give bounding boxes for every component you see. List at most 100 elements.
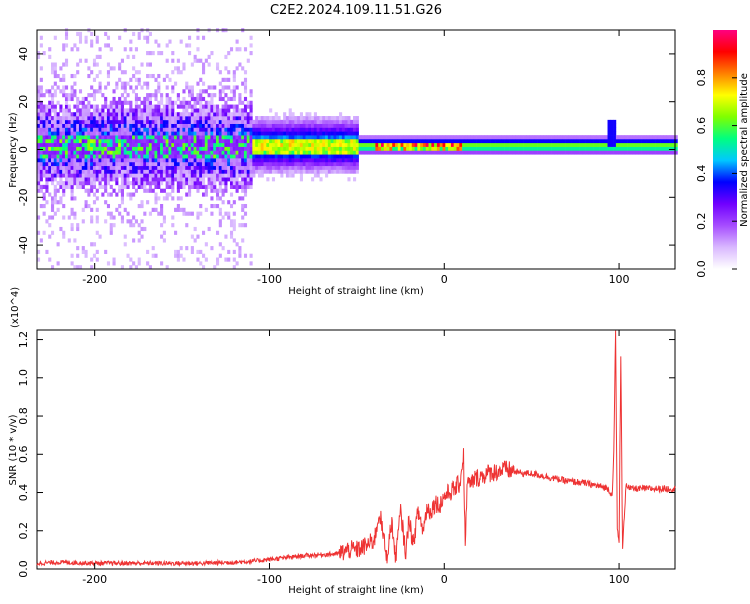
spectrogram-cell [565, 138, 569, 144]
spectrogram-cell [188, 93, 192, 98]
spectrogram-cell [37, 119, 41, 124]
spectrogram-cell [171, 142, 175, 147]
spectrogram-cell [476, 135, 480, 140]
spectrogram-cell [148, 184, 152, 189]
spectrogram-cell [403, 135, 407, 140]
spectrogram-cell [439, 142, 443, 147]
spectrogram-cell [470, 135, 474, 140]
spectrogram-cell [199, 58, 203, 63]
spectrogram-cell [252, 158, 256, 163]
spectrogram-cell [48, 150, 52, 155]
spectrogram-cell [151, 104, 155, 109]
spectrogram-cell [627, 138, 631, 144]
spectrogram-cell [257, 131, 262, 136]
spectrogram-cell [53, 158, 57, 163]
spectrogram-cell [297, 154, 301, 159]
spectrogram-cell [657, 135, 661, 140]
spectrogram-cell [196, 116, 200, 121]
spectrogram-cell [339, 127, 343, 132]
spectrogram-cell [185, 192, 189, 197]
spectrogram-cell [148, 146, 152, 151]
spectrogram-cell [213, 184, 217, 189]
spectrogram-cell [316, 173, 320, 178]
spectrogram-cell [546, 146, 550, 151]
spectrogram-cell [207, 154, 211, 159]
spectrogram-cell [95, 177, 99, 182]
spectrogram-cell [266, 127, 270, 132]
spectrogram-cell [551, 138, 555, 144]
spectrogram-cell [48, 257, 52, 262]
spectrogram-cell [59, 196, 63, 201]
spectrogram-cell [218, 177, 222, 182]
spectrogram-cell [39, 123, 43, 128]
spectrogram-cell [422, 142, 427, 147]
spectrogram-cell [137, 77, 141, 82]
spectrogram-cell [151, 131, 155, 136]
spectrogram-cell [246, 127, 250, 132]
spectrogram-cell [291, 142, 295, 147]
spectrogram-cell [599, 150, 603, 155]
spectrogram-cell [90, 123, 94, 128]
spectrogram-cell [313, 138, 317, 144]
spectrogram-cell [235, 184, 239, 189]
spectrogram-cell [137, 138, 141, 144]
snr-ytick-label: 0.4 [17, 484, 30, 502]
spectrogram-cell [168, 161, 172, 167]
spectrogram-cell [104, 169, 108, 174]
spectrogram-cell [39, 203, 43, 209]
spectrogram-cell [353, 165, 357, 170]
spectrogram-cell [134, 70, 138, 75]
spectrogram-cell [319, 123, 323, 128]
spectrogram-cell [109, 108, 113, 113]
spectrogram-cell [53, 93, 57, 98]
spectrogram-cell [182, 146, 186, 151]
spectrogram-cell [134, 146, 138, 151]
spectrogram-cell [400, 150, 404, 155]
spectrogram-cell [341, 123, 345, 128]
spectrogram-cell [81, 150, 85, 155]
spectrogram-cell [129, 135, 133, 140]
spectrogram-cell [498, 138, 502, 144]
spectrogram-cell [202, 265, 206, 270]
spectrogram-cell [302, 135, 306, 140]
spectrogram-cell [134, 161, 138, 167]
spectrogram-cell [50, 127, 55, 132]
spectrogram-cell [215, 230, 220, 235]
spectrogram-cell [115, 123, 119, 128]
spectrogram-cell [90, 177, 94, 182]
spectrogram-cell [316, 169, 320, 174]
spectrogram-cell [224, 177, 228, 182]
spectrogram-cell [87, 138, 91, 144]
spectrogram-cell [288, 154, 292, 159]
spectrogram-cell [48, 192, 52, 197]
spectrogram-cell [87, 119, 91, 124]
spectrogram-cell [92, 89, 97, 94]
spectrogram-cell [84, 138, 88, 144]
spectrogram-cell [288, 131, 292, 136]
spectrogram-cell [274, 112, 278, 117]
spectrogram-cell [464, 150, 468, 155]
spectrogram-cell [104, 104, 108, 109]
spectrogram-cell [140, 169, 144, 174]
spectrogram-cell [467, 142, 471, 147]
spectrogram-cell [174, 230, 178, 235]
spectrogram-cell [104, 200, 108, 205]
spectrogram-cell [204, 150, 208, 155]
spectrogram-cell [193, 96, 197, 102]
spectrogram-cell [112, 100, 116, 105]
spectrogram-cell [115, 207, 119, 212]
spectrogram-cell [243, 184, 248, 189]
spectrogram-cell [196, 131, 200, 136]
spectrogram-cell [202, 96, 206, 102]
spectrogram-cell [193, 238, 197, 243]
spectrogram-cell [613, 142, 617, 147]
spectrogram-cell [193, 108, 197, 113]
spectrogram-cell [199, 177, 203, 182]
spectrogram-cell [134, 265, 138, 270]
spectrogram-cell [224, 123, 228, 128]
spectrogram-cell [95, 146, 99, 151]
spectrogram-cell [73, 119, 77, 124]
spectrogram-cell [660, 150, 664, 155]
spectrogram-cell [294, 146, 298, 151]
spectrogram-cell [344, 165, 348, 170]
